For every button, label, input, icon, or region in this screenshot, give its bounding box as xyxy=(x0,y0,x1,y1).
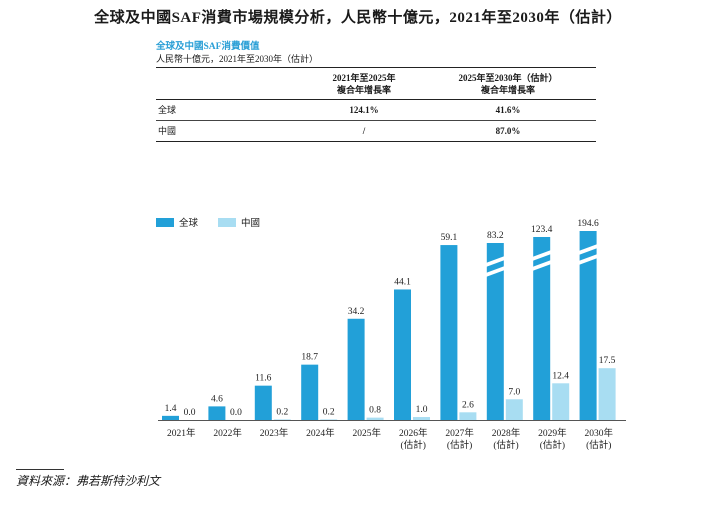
source-divider xyxy=(16,469,64,470)
bar-global xyxy=(440,245,458,420)
bar-china xyxy=(320,419,338,420)
x-tick-label: 2030年 xyxy=(585,427,614,439)
source-note: 資料來源：弗若斯特沙利文 xyxy=(16,474,161,488)
cagr-header-2021-2025: 2021年至2025年 複合年增長率 xyxy=(308,68,420,100)
axis-break-mark xyxy=(532,250,552,261)
cagr-value: 87.0% xyxy=(495,126,521,136)
data-label-global: 123.4 xyxy=(531,225,553,235)
data-label-global: 1.4 xyxy=(165,404,177,414)
legend-item-global: 全球 xyxy=(156,215,198,229)
x-tick-label: 2021年 xyxy=(167,427,196,439)
data-label-global: 59.1 xyxy=(441,233,458,243)
bar-global xyxy=(208,406,226,420)
data-label-china: 0.8 xyxy=(369,406,381,416)
data-label-china: 7.0 xyxy=(508,387,520,397)
data-label-china: 17.5 xyxy=(599,356,616,366)
cagr-header-line: 2025年至2030年（估計） xyxy=(458,73,558,83)
data-label-global: 18.7 xyxy=(301,353,318,363)
data-label-china: 0.0 xyxy=(184,408,196,418)
x-tick-label: 2023年 xyxy=(260,427,289,439)
chart-main-title: 全球及中國SAF消費市場規模分析，人民幣十億元，2021年至2030年（估計） xyxy=(94,10,622,26)
cagr-value: 124.1% xyxy=(349,105,379,115)
legend-label-global: 全球 xyxy=(179,219,199,229)
bar-global xyxy=(579,231,597,420)
bar-china xyxy=(598,368,616,420)
data-label-china: 12.4 xyxy=(552,371,569,381)
bar-china xyxy=(413,417,430,420)
data-label-global: 44.1 xyxy=(394,277,411,287)
x-tick-label: (估計) xyxy=(493,439,518,451)
axis-break-mark xyxy=(578,254,598,265)
legend-swatch-china xyxy=(218,217,237,227)
cagr-value: / xyxy=(362,126,366,136)
bar-global xyxy=(394,289,411,420)
bar-global xyxy=(162,415,179,420)
cagr-value: 41.6% xyxy=(495,105,521,115)
data-label-china: 0.2 xyxy=(323,407,335,417)
cagr-row-china: 中國 / 87.0% xyxy=(156,121,596,142)
cagr-table-header-row: 2021年至2025年 複合年增長率 2025年至2030年（估計） 複合年增長率 xyxy=(156,67,596,100)
cagr-row-global: 全球 124.1% 41.6% xyxy=(156,100,596,121)
chart-subtitle: 全球及中國SAF消費價值 xyxy=(156,42,260,52)
cagr-header-line: 複合年增長率 xyxy=(480,85,535,95)
cagr-header-line: 複合年增長率 xyxy=(336,85,391,95)
x-tick-label: 2025年 xyxy=(353,427,382,439)
x-tick-label: 2028年 xyxy=(492,427,521,439)
bar-global xyxy=(486,243,504,420)
axis-break-mark xyxy=(485,266,505,277)
data-label-global: 83.2 xyxy=(487,231,504,241)
bar-china xyxy=(552,383,570,420)
axis-break-mark xyxy=(485,256,505,267)
x-tick-label: 2022年 xyxy=(213,427,242,439)
cagr-header-line: 2021年至2025年 xyxy=(332,73,396,83)
data-label-global: 4.6 xyxy=(211,394,223,404)
bar-china xyxy=(459,412,477,420)
data-label-china: 0.2 xyxy=(276,407,288,417)
data-label-china: 0.0 xyxy=(230,408,242,418)
data-label-china: 1.0 xyxy=(416,405,428,415)
bar-global xyxy=(254,385,272,420)
chart-legend: 全球 中國 xyxy=(156,215,280,229)
data-label-global: 34.2 xyxy=(348,307,365,317)
unit-label: 人民幣十億元，2021年至2030年（估計） xyxy=(156,54,319,64)
cagr-table: 2021年至2025年 複合年增長率 2025年至2030年（估計） 複合年增長率 … xyxy=(156,67,596,142)
data-label-global: 194.6 xyxy=(577,219,599,229)
bar-china xyxy=(366,417,384,420)
cagr-header-2025-2030: 2025年至2030年（估計） 複合年增長率 xyxy=(420,68,596,100)
x-tick-label: 2026年 xyxy=(399,427,428,439)
x-tick-label: (估計) xyxy=(540,439,565,451)
x-tick-label: (估計) xyxy=(586,439,611,451)
x-tick-label: (估計) xyxy=(401,439,426,451)
bar-global xyxy=(301,364,319,420)
legend-label-china: 中國 xyxy=(241,219,261,229)
bar-global xyxy=(533,237,551,420)
data-label-global: 11.6 xyxy=(255,374,272,384)
bar-global xyxy=(347,318,365,420)
x-tick-label: (估計) xyxy=(447,439,472,451)
cagr-row-label: 中國 xyxy=(158,126,177,136)
bar-china xyxy=(273,419,291,420)
x-tick-label: 2024年 xyxy=(306,427,335,439)
data-label-china: 2.6 xyxy=(462,400,474,410)
legend-swatch-global xyxy=(156,217,174,227)
cagr-row-label: 全球 xyxy=(158,105,177,115)
axis-break-mark xyxy=(532,260,552,271)
legend-item-china: 中國 xyxy=(218,215,260,229)
x-tick-label: 2029年 xyxy=(538,427,567,439)
bar-china xyxy=(505,399,523,420)
x-tick-label: 2027年 xyxy=(445,427,474,439)
axis-break-mark xyxy=(578,244,598,255)
